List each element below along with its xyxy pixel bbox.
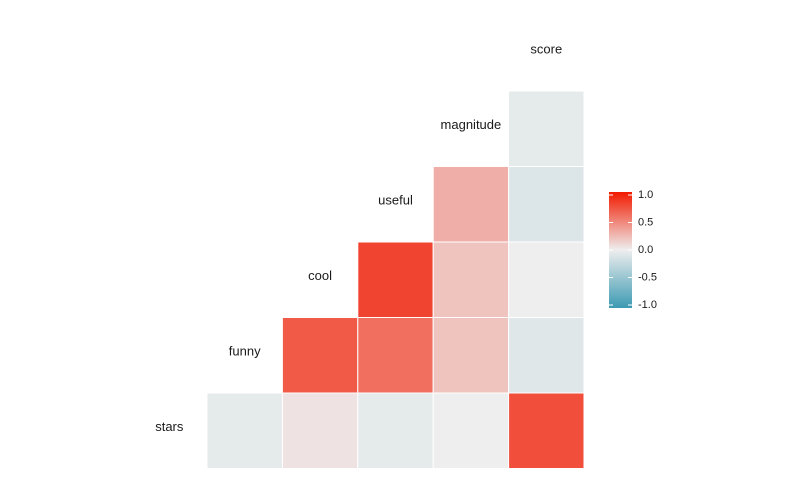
heatmap-cell: [508, 90, 585, 167]
variable-label: useful: [378, 193, 413, 208]
legend-label: -0.5: [638, 271, 657, 283]
heatmap-cell: [432, 392, 510, 469]
colorbar: [609, 192, 632, 308]
variable-label: funny: [229, 344, 261, 359]
heatmap-cell: [508, 241, 585, 318]
variable-label: cool: [308, 268, 332, 283]
heatmap-cell: [357, 317, 434, 394]
heatmap-cell: [206, 392, 283, 469]
legend-label: 0.5: [638, 216, 653, 228]
heatmap-cell: [357, 241, 434, 318]
heatmap-cell: [281, 317, 359, 394]
legend-label: 1.0: [638, 189, 653, 201]
heatmap-cell: [432, 166, 510, 243]
heatmap-cell: [508, 392, 585, 469]
heatmap-cell: [508, 166, 585, 243]
variable-label: score: [530, 42, 562, 57]
legend-label: -1.0: [638, 299, 657, 311]
heatmap-cell: [432, 241, 510, 318]
heatmap-cell: [432, 317, 510, 394]
heatmap-cell: [508, 317, 585, 394]
heatmap-cell: [357, 392, 434, 469]
variable-label: magnitude: [441, 117, 502, 132]
heatmap-cell: [281, 392, 359, 469]
legend-label: 0.0: [638, 244, 653, 256]
variable-label: stars: [155, 419, 184, 434]
